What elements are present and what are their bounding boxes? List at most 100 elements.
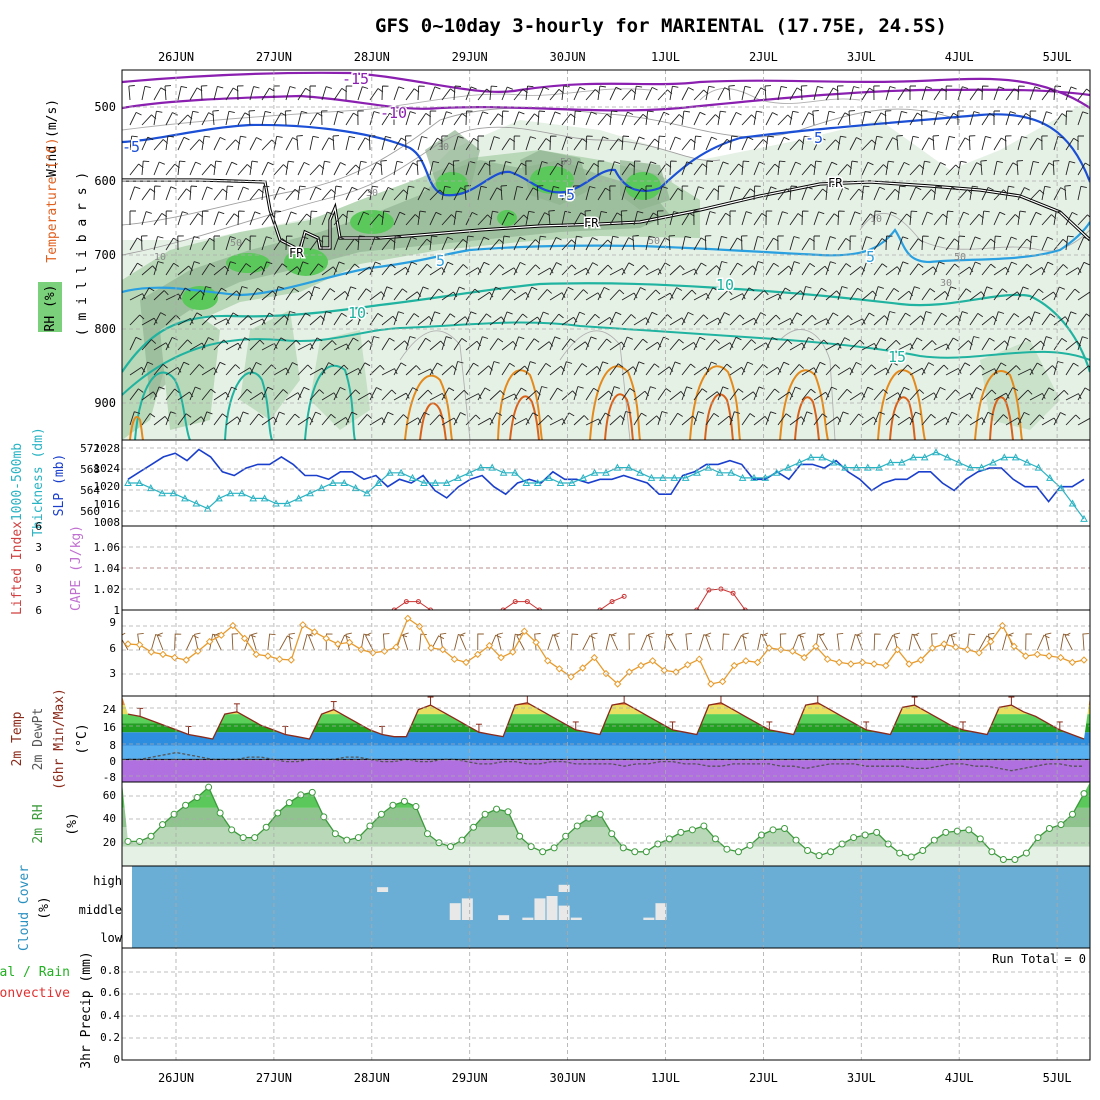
wind-barb bbox=[141, 85, 151, 101]
wind10m-marker bbox=[905, 660, 913, 668]
wind-barb bbox=[728, 85, 735, 101]
wind-barb bbox=[297, 386, 310, 401]
thickness-marker bbox=[408, 473, 417, 481]
thickness-marker bbox=[363, 489, 371, 497]
wind-barb bbox=[933, 386, 946, 401]
wind-barb bbox=[369, 291, 386, 301]
wind-barb bbox=[813, 413, 828, 426]
wind-barb bbox=[837, 388, 852, 401]
wind-barb bbox=[621, 111, 634, 126]
wind-barb bbox=[561, 160, 568, 175]
wind-barb bbox=[261, 386, 274, 401]
y-tick-label: -8 bbox=[103, 771, 116, 784]
wind-barb bbox=[861, 416, 878, 426]
wind-barb bbox=[525, 316, 542, 326]
y-tick-label: 0 bbox=[109, 755, 116, 768]
wind-barb bbox=[296, 135, 303, 151]
top-date-label: 28JUN bbox=[354, 50, 390, 64]
wind-barb bbox=[969, 417, 986, 426]
wind-barb bbox=[501, 267, 518, 276]
wind-barb bbox=[729, 314, 745, 326]
wind-barb bbox=[501, 311, 513, 326]
wind-barb bbox=[921, 413, 936, 426]
wind-barb bbox=[885, 311, 896, 326]
wind-barb bbox=[645, 161, 657, 176]
wind-barb bbox=[585, 292, 602, 301]
thickness-marker bbox=[647, 473, 656, 481]
wind10m-barb bbox=[553, 632, 560, 651]
wind-barb bbox=[885, 288, 900, 301]
y-tick-label: 0 bbox=[113, 1053, 120, 1066]
wind-barb bbox=[669, 211, 680, 226]
wind-barb bbox=[693, 411, 704, 426]
top-date-label: 29JUN bbox=[452, 50, 488, 64]
wind-barb bbox=[633, 136, 645, 151]
rh2m-marker bbox=[688, 826, 696, 834]
wind-barb bbox=[393, 266, 410, 276]
thickness-marker bbox=[613, 463, 622, 471]
wind-barb bbox=[1052, 160, 1060, 176]
wind-barb bbox=[381, 411, 394, 426]
thickness-marker bbox=[579, 473, 588, 481]
wind-barb bbox=[1053, 361, 1064, 376]
wind-barb bbox=[729, 411, 741, 426]
wind-barb bbox=[753, 312, 767, 326]
rh2m-marker bbox=[919, 846, 927, 854]
cloud-bar bbox=[643, 917, 655, 920]
wind-barb bbox=[381, 286, 393, 301]
rh2m-marker bbox=[493, 805, 501, 813]
slp-tick: 1016 bbox=[94, 498, 121, 511]
rh2m-marker bbox=[792, 836, 800, 844]
wind-barb bbox=[645, 185, 652, 200]
rh2m-marker bbox=[965, 826, 973, 834]
thickness-tick: 572 bbox=[80, 442, 100, 455]
thickness-marker bbox=[533, 478, 542, 486]
wind-barb bbox=[693, 111, 706, 126]
wind-barb bbox=[441, 417, 458, 426]
rh2m-marker bbox=[136, 837, 144, 845]
thickness-marker bbox=[704, 463, 713, 471]
rh-legend-swatch bbox=[38, 282, 62, 332]
wind-barb bbox=[429, 288, 444, 301]
wind-barb bbox=[1041, 261, 1054, 276]
wind-barb bbox=[345, 85, 353, 101]
thickness-series-line bbox=[128, 451, 1085, 520]
wind-barb bbox=[813, 160, 822, 176]
wind-barb bbox=[237, 337, 251, 351]
wind-barb bbox=[933, 111, 944, 126]
wind-barb bbox=[969, 236, 981, 251]
thickness-marker bbox=[659, 473, 667, 481]
wind-barb bbox=[489, 338, 504, 351]
wind10m-marker bbox=[205, 637, 214, 646]
thickness-marker bbox=[169, 489, 178, 497]
wind-barb bbox=[333, 236, 345, 251]
wind-barb bbox=[297, 110, 308, 126]
rh2m-marker bbox=[700, 822, 708, 830]
wind-barb bbox=[969, 185, 979, 201]
wind-barb bbox=[513, 111, 525, 126]
wind-barb bbox=[321, 413, 336, 426]
wind-barb bbox=[357, 211, 370, 226]
wind10m-barb bbox=[885, 634, 899, 651]
wind-barb bbox=[225, 386, 238, 401]
wind10m-barb bbox=[516, 632, 525, 651]
rh2m-marker bbox=[205, 783, 213, 791]
wind-barb bbox=[249, 235, 257, 251]
rh2m-marker bbox=[228, 826, 236, 834]
thickness-label-b: Thickness (dm) bbox=[31, 427, 46, 537]
cloud-bar bbox=[558, 884, 570, 892]
wind-barb bbox=[429, 311, 441, 326]
rh2m-marker bbox=[458, 836, 466, 844]
wind10m-marker bbox=[812, 642, 820, 651]
temp-contour-minus5 bbox=[122, 113, 1090, 197]
wind-barb bbox=[800, 85, 808, 101]
wind-barb bbox=[573, 341, 590, 351]
wind-barb bbox=[597, 160, 605, 176]
wind-barb bbox=[825, 312, 839, 326]
wind10m-barb bbox=[137, 632, 144, 651]
wind-barb bbox=[657, 111, 670, 126]
wind-barb bbox=[1077, 261, 1090, 276]
wind10m-barb bbox=[761, 632, 770, 651]
wind10m-marker bbox=[415, 622, 424, 631]
wind-barb bbox=[609, 110, 618, 126]
